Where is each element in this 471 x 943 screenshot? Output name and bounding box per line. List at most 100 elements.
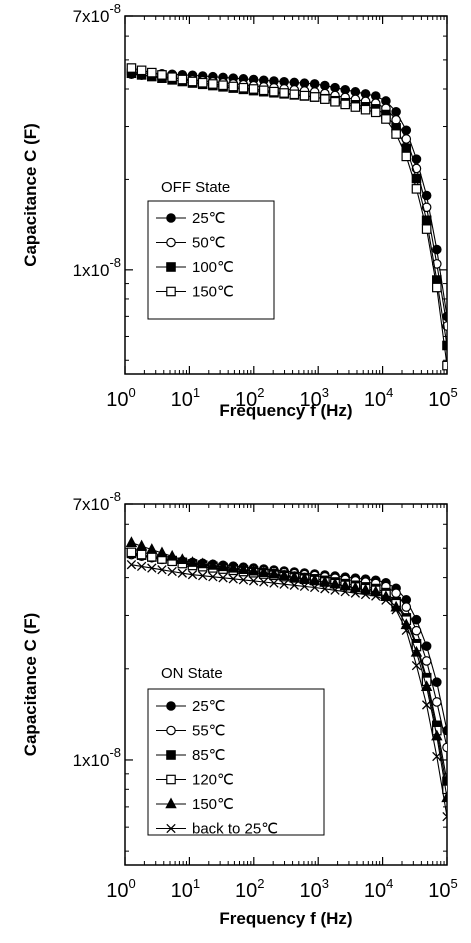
data-point [207,558,219,570]
data-point [146,543,158,554]
data-point [329,577,341,589]
legend-marker [166,774,176,785]
series-4 [126,63,447,371]
data-point [330,96,340,107]
data-point [401,625,411,636]
data-point [198,571,208,581]
data-point [421,202,432,213]
legend-label: 150℃ [192,284,234,301]
data-point [421,700,432,710]
x-tick-exponent: 0 [129,385,136,400]
x-tick-exponent: 4 [386,876,393,891]
x-tick-base: 10 [364,880,386,902]
legend-box [147,688,325,836]
data-point [228,574,238,584]
x-tick-label: 104 [364,385,393,411]
x-tick-label: 103 [299,876,328,902]
data-point [126,547,137,558]
y-tick-label: 1x10-8 [73,745,121,770]
data-point [420,680,433,692]
x-tick-base: 10 [106,389,128,411]
data-point [381,595,391,605]
legend-label: 100℃ [192,259,234,276]
data-point [166,549,178,561]
x-tick-base: 10 [235,389,257,411]
data-point [157,565,167,575]
data-point [299,90,310,101]
legend-label: 150℃ [192,796,234,813]
y-tick-exponent: -8 [109,489,121,504]
data-point [126,63,137,73]
data-point [442,311,447,322]
data-point [320,94,330,104]
data-point [135,539,148,551]
x-axis-label: Frequency f (Hz) [219,909,352,928]
data-point [167,566,177,577]
data-point [391,129,401,139]
data-point [442,811,447,822]
data-point [401,143,412,154]
data-point [431,729,443,741]
data-point [136,561,147,572]
data-point [157,70,167,80]
y-tick-mantissa: 7x10 [73,7,110,26]
legend-title: ON State [161,665,223,682]
series-6 [126,560,447,822]
legend-label: 50℃ [192,235,226,252]
data-point [441,791,447,803]
y-tick-exponent: -8 [109,255,121,270]
data-point [421,224,432,234]
data-point [278,569,290,581]
plot-area [125,536,447,822]
data-point [247,564,260,576]
x-tick-exponent: 3 [322,876,329,891]
data-point [432,282,442,293]
data-point [350,588,361,598]
data-point [350,102,361,112]
data-point [269,86,279,97]
data-point [289,89,300,100]
legend-label: 85℃ [192,747,226,764]
data-point [288,570,301,582]
x-tick-label: 101 [171,876,200,902]
data-point [411,173,422,184]
data-point [349,581,362,593]
data-point [279,88,289,98]
legend-marker [166,750,176,760]
data-point [319,575,331,587]
data-point [391,115,401,125]
data-point [289,580,299,590]
x-tick-base: 10 [235,880,257,902]
x-tick-base: 10 [171,880,193,902]
x-tick-exponent: 2 [257,876,264,891]
data-point [411,625,422,636]
x-tick-label: 105 [428,385,457,411]
data-point [421,656,432,666]
x-tick-base: 10 [364,389,386,411]
data-point [259,577,269,587]
data-point [391,605,401,615]
data-point [320,584,330,594]
data-point [411,660,422,671]
data-point [391,588,401,599]
y-tick-label: 7x10-8 [73,1,121,26]
data-point [442,742,447,753]
plot-area [126,63,447,371]
data-point [218,573,228,583]
y-tick-exponent: -8 [109,745,121,760]
data-point [238,82,249,93]
data-point [442,360,447,371]
x-tick-label: 100 [106,876,135,902]
x-tick-exponent: 3 [322,385,329,400]
y-tick-mantissa: 1x10 [73,751,110,770]
x-tick-base: 10 [428,389,450,411]
legend-marker [166,286,176,297]
data-point [136,65,147,76]
data-point [187,570,198,580]
y-axis-label: Capacitance C (F) [21,123,40,267]
data-point [126,560,137,570]
data-point [147,563,157,573]
data-point [371,591,381,601]
data-point [421,641,432,651]
